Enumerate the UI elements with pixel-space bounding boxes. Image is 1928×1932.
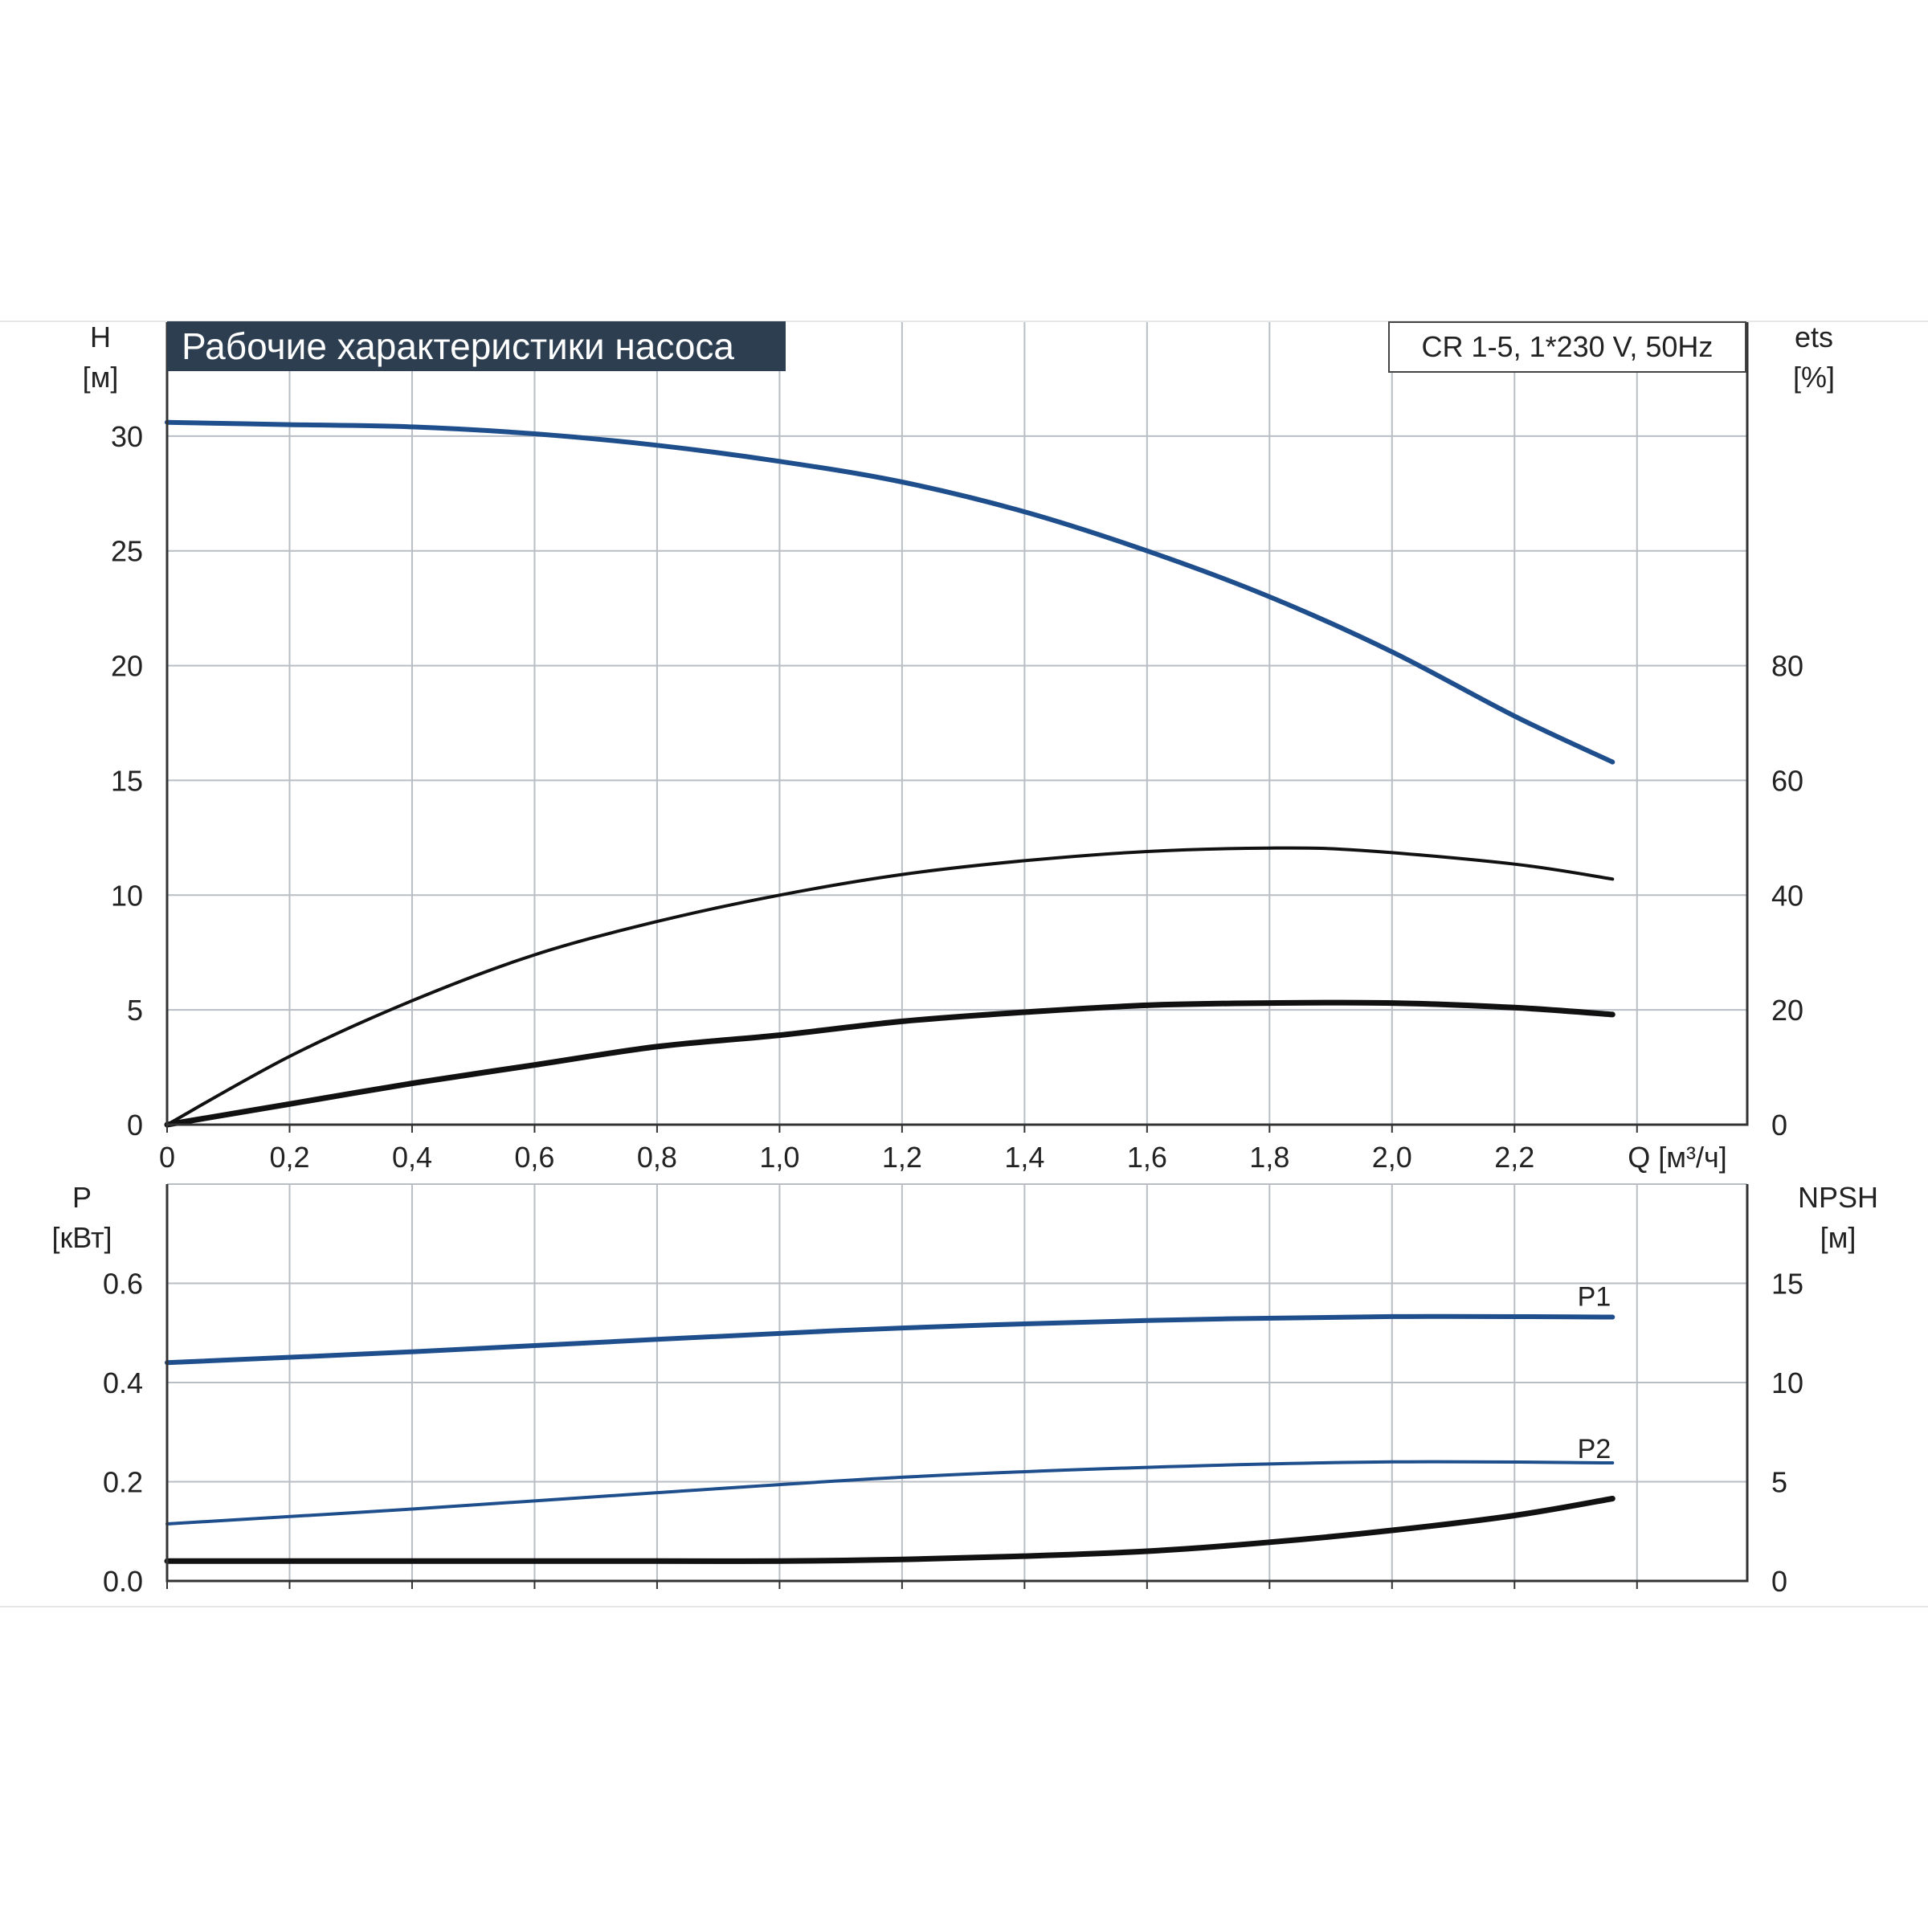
y-tick-label: 0.2 [103, 1466, 143, 1499]
x-tick-label: 0,8 [637, 1141, 677, 1174]
y-axis-title-line-0: P [72, 1181, 92, 1214]
y2-axis-title-line-0: ets [1795, 321, 1833, 353]
y2-tick-label: 0 [1771, 1109, 1787, 1142]
x-axis-title: Q [м³/ч] [1628, 1141, 1727, 1174]
series-line-p1 [165, 1313, 1616, 1366]
y-tick-label: 0 [127, 1109, 143, 1142]
y-axis-title-line-1: [кВт] [51, 1221, 112, 1254]
series-line-0 [165, 419, 1616, 765]
y2-tick-label: 0 [1771, 1565, 1787, 1598]
x-tick-label: 2,0 [1372, 1141, 1412, 1174]
x-tick-label: 0 [159, 1141, 175, 1174]
y-tick-label: 0.6 [103, 1268, 143, 1301]
x-tick-label: 1,6 [1127, 1141, 1167, 1174]
y-tick-label: 15 [111, 764, 143, 797]
x-tick-label: 0,4 [392, 1141, 432, 1174]
plot-area [167, 321, 1747, 1125]
x-tick-label: 0,2 [269, 1141, 309, 1174]
y-tick-label: 20 [111, 650, 143, 683]
plot-frame [165, 321, 1749, 1126]
x-tick-label: 1,0 [759, 1141, 799, 1174]
series-line-p2 [165, 1460, 1615, 1526]
y2-tick-label: 60 [1771, 764, 1803, 797]
y2-tick-label: 20 [1771, 994, 1803, 1027]
lower-panel-power-npsh: 0.0 0.2 0.4 0.6 0 5 10 15 P [кВт] NPSH [м] P1 P2 [51, 1181, 1878, 1598]
series-line-2 [164, 999, 1616, 1128]
y-tick-label: 0.4 [103, 1366, 143, 1399]
y-tick-label: 30 [111, 420, 143, 453]
x-tick-label: 1,2 [882, 1141, 922, 1174]
series-label-p1: P1 [1578, 1281, 1611, 1312]
series-label-p2: P2 [1578, 1434, 1611, 1464]
x-tick-label: 1,4 [1004, 1141, 1044, 1174]
top-divider [0, 321, 1928, 322]
y-axis-title-line-0: H [90, 321, 111, 353]
y2-tick-label: 80 [1771, 650, 1803, 683]
y2-tick-label: 40 [1771, 879, 1803, 912]
chart-title: Рабочие характеристики насоса [167, 321, 786, 371]
x-tick-label: 0,6 [514, 1141, 554, 1174]
x-tick-label: 2,2 [1494, 1141, 1534, 1174]
y-tick-label: 0.0 [103, 1565, 143, 1598]
y-tick-label: 10 [111, 879, 143, 912]
x-tick-label: 1,8 [1249, 1141, 1289, 1174]
y2-axis-title-line-1: [м] [1820, 1221, 1857, 1254]
y2-tick-label: 10 [1771, 1366, 1803, 1399]
y2-tick-label: 15 [1771, 1268, 1803, 1301]
y-axis-title-line-1: [м] [83, 361, 119, 394]
bottom-divider [0, 1606, 1928, 1607]
y-tick-label: 5 [127, 994, 143, 1027]
y2-axis-title-line-0: NPSH [1798, 1181, 1878, 1214]
y2-axis-title-line-1: [%] [1793, 361, 1835, 394]
series-line-1 [165, 846, 1615, 1126]
plot-frame [165, 1184, 1749, 1583]
pump-model-label: CR 1-5, 1*230 V, 50Hz [1388, 321, 1746, 373]
upper-panel-head-efficiency: 0 5 10 15 20 25 30 0 20 40 60 80 H [м] ets [%] 0 0,2 0,4 0,… [83, 321, 1835, 1174]
y2-tick-label: 5 [1771, 1466, 1787, 1499]
series-line-2 [164, 1496, 1616, 1564]
y-tick-label: 25 [111, 535, 143, 568]
